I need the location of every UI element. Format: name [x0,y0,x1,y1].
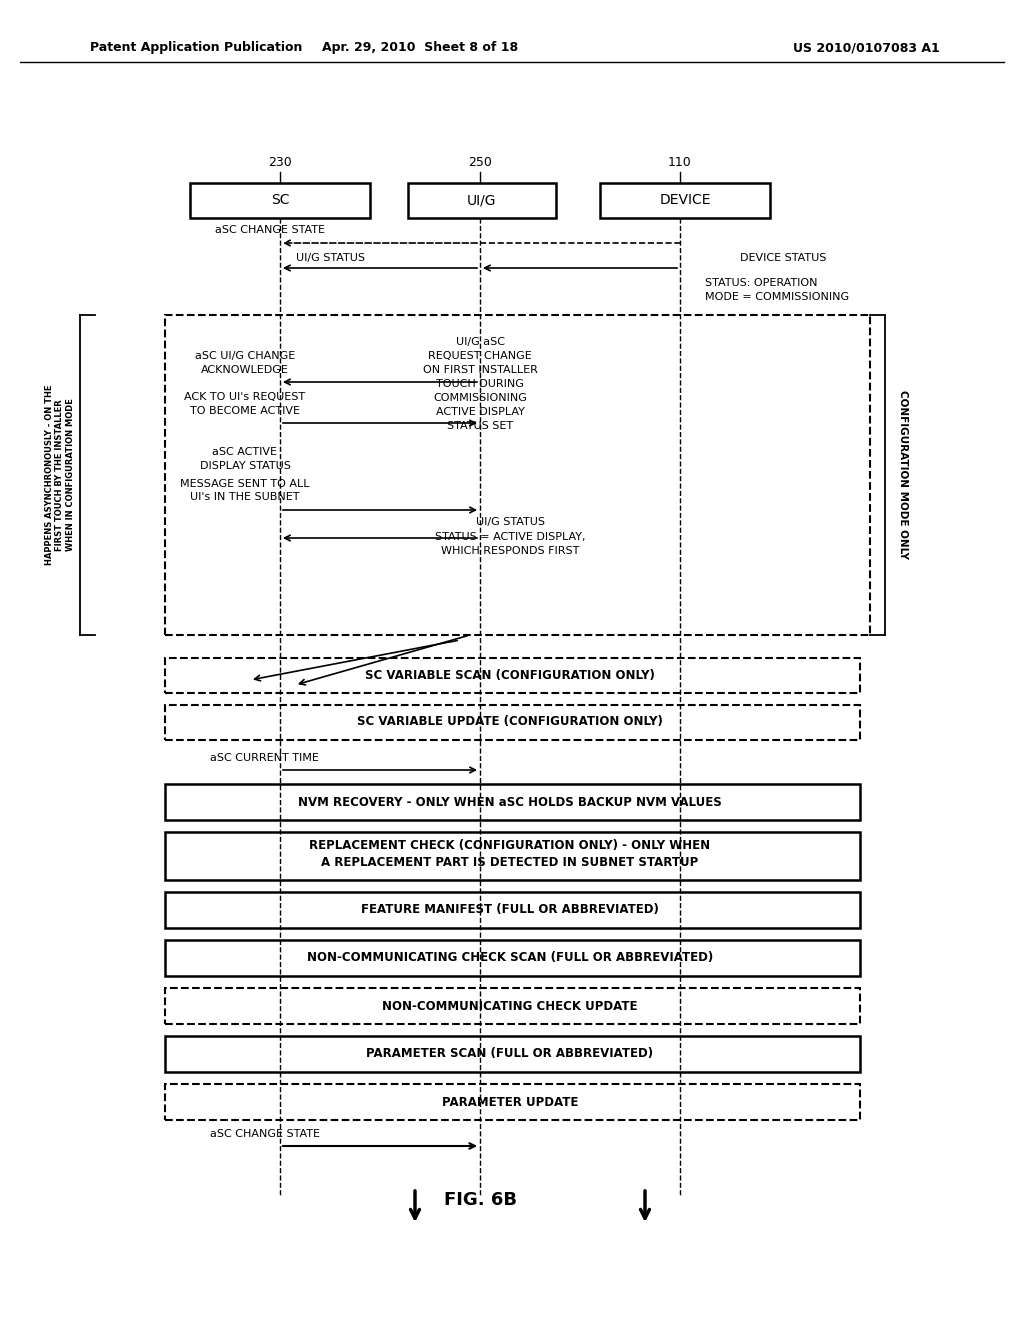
Bar [165,987,860,1024]
Bar [190,183,370,218]
Bar [165,1036,860,1072]
Text: SC VARIABLE SCAN (CONFIGURATION ONLY): SC VARIABLE SCAN (CONFIGURATION ONLY) [366,668,655,681]
Text: MODE = COMMISSIONING: MODE = COMMISSIONING [705,292,849,302]
Text: FIG. 6B: FIG. 6B [443,1191,516,1209]
Text: ACTIVE DISPLAY: ACTIVE DISPLAY [435,407,524,417]
Text: UI/G aSC: UI/G aSC [456,337,505,347]
Text: SC: SC [270,193,289,207]
Bar [408,183,556,218]
Text: DEVICE: DEVICE [659,193,711,207]
Bar [165,1084,860,1119]
Text: TO BECOME ACTIVE: TO BECOME ACTIVE [190,407,300,416]
Text: MESSAGE SENT TO ALL: MESSAGE SENT TO ALL [180,479,309,488]
Text: UI's IN THE SUBNET: UI's IN THE SUBNET [190,492,300,502]
Text: REPLACEMENT CHECK (CONFIGURATION ONLY) - ONLY WHEN: REPLACEMENT CHECK (CONFIGURATION ONLY) -… [309,840,711,853]
Text: UI/G: UI/G [467,193,497,207]
Text: 250: 250 [468,156,492,169]
Text: A REPLACEMENT PART IS DETECTED IN SUBNET STARTUP: A REPLACEMENT PART IS DETECTED IN SUBNET… [322,855,698,869]
Text: aSC CHANGE STATE: aSC CHANGE STATE [215,224,325,235]
Text: STATUS SET: STATUS SET [446,421,513,432]
Text: aSC UI/G CHANGE: aSC UI/G CHANGE [195,351,295,360]
Text: 230: 230 [268,156,292,169]
Bar [165,940,860,975]
Bar [165,892,860,928]
Text: Apr. 29, 2010  Sheet 8 of 18: Apr. 29, 2010 Sheet 8 of 18 [322,41,518,54]
Text: TOUCH DURING: TOUCH DURING [436,379,524,389]
Text: Patent Application Publication: Patent Application Publication [90,41,302,54]
Text: NVM RECOVERY - ONLY WHEN aSC HOLDS BACKUP NVM VALUES: NVM RECOVERY - ONLY WHEN aSC HOLDS BACKU… [298,796,722,808]
Text: PARAMETER UPDATE: PARAMETER UPDATE [441,1096,579,1109]
Text: NON-COMMUNICATING CHECK UPDATE: NON-COMMUNICATING CHECK UPDATE [382,999,638,1012]
Text: 110: 110 [668,156,692,169]
Text: REQUEST CHANGE: REQUEST CHANGE [428,351,531,360]
Text: aSC CURRENT TIME: aSC CURRENT TIME [210,752,318,763]
Bar [165,705,860,741]
Text: UI/G STATUS: UI/G STATUS [475,517,545,527]
Text: NON-COMMUNICATING CHECK SCAN (FULL OR ABBREVIATED): NON-COMMUNICATING CHECK SCAN (FULL OR AB… [307,952,713,965]
Text: FEATURE MANIFEST (FULL OR ABBREVIATED): FEATURE MANIFEST (FULL OR ABBREVIATED) [361,903,658,916]
Bar [165,832,860,880]
Text: aSC CHANGE STATE: aSC CHANGE STATE [210,1129,319,1139]
Bar [600,183,770,218]
Text: SC VARIABLE UPDATE (CONFIGURATION ONLY): SC VARIABLE UPDATE (CONFIGURATION ONLY) [357,715,663,729]
Bar [165,315,870,635]
Text: US 2010/0107083 A1: US 2010/0107083 A1 [794,41,940,54]
Text: PARAMETER SCAN (FULL OR ABBREVIATED): PARAMETER SCAN (FULL OR ABBREVIATED) [367,1048,653,1060]
Text: UI/G STATUS: UI/G STATUS [296,253,365,263]
Bar [165,784,860,820]
Text: ON FIRST INSTALLER: ON FIRST INSTALLER [423,366,538,375]
Text: DISPLAY STATUS: DISPLAY STATUS [200,461,291,471]
Bar [165,657,860,693]
Text: ACK TO UI's REQUEST: ACK TO UI's REQUEST [184,392,305,403]
Text: STATUS: OPERATION: STATUS: OPERATION [705,279,817,288]
Text: ACKNOWLEDGE: ACKNOWLEDGE [201,366,289,375]
Text: CONFIGURATION MODE ONLY: CONFIGURATION MODE ONLY [898,391,908,560]
Text: aSC ACTIVE: aSC ACTIVE [213,447,278,457]
Text: HAPPENS ASYNCHRONOUSLY - ON THE
FIRST TOUCH BY THE INSTALLER
WHEN IN CONFIGURATI: HAPPENS ASYNCHRONOUSLY - ON THE FIRST TO… [45,384,75,565]
Text: WHICH RESPONDS FIRST: WHICH RESPONDS FIRST [440,546,580,556]
Text: STATUS = ACTIVE DISPLAY,: STATUS = ACTIVE DISPLAY, [435,532,586,543]
Text: COMMISSIONING: COMMISSIONING [433,393,527,403]
Text: DEVICE STATUS: DEVICE STATUS [740,253,826,263]
